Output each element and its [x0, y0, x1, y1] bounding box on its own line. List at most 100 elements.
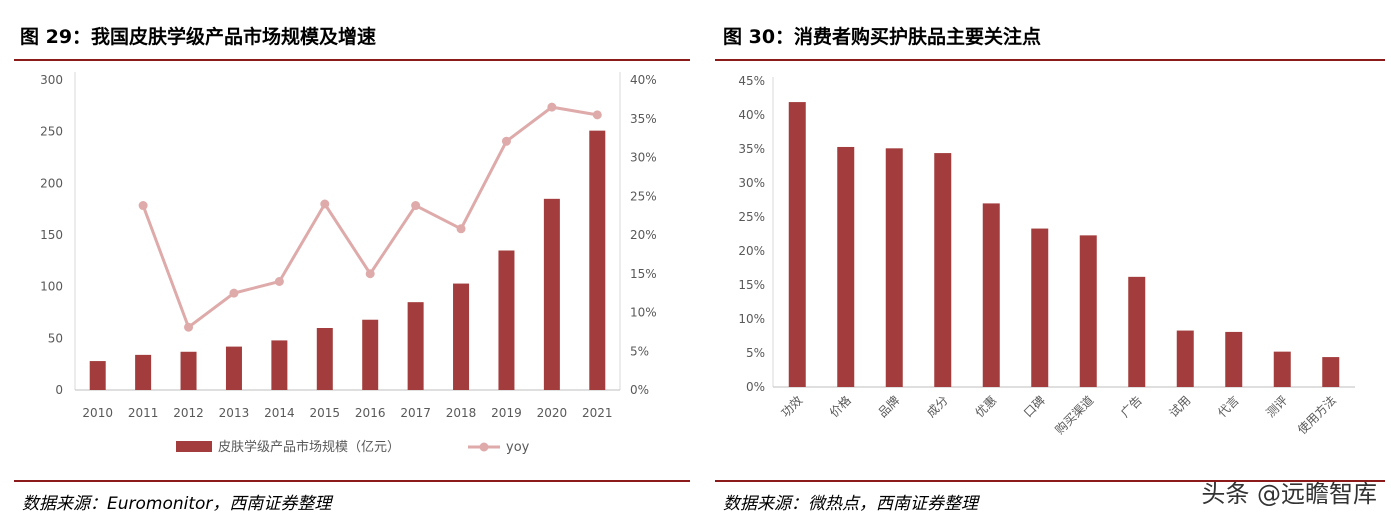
x-tick-label: 代言: [1215, 393, 1242, 420]
y2-tick-label: 0%: [630, 383, 649, 397]
x-tick-label: 2013: [219, 406, 250, 420]
yoy-point: [229, 288, 239, 298]
watermark: 头条 @远瞻智库: [1201, 480, 1377, 508]
x-tick-label: 2017: [400, 406, 431, 420]
y-tick-label: 35%: [738, 142, 765, 156]
y-tick-label: 5%: [746, 346, 765, 360]
x-tick-label: 口碑: [1020, 393, 1048, 421]
bar: [982, 203, 1000, 387]
bar: [89, 361, 106, 390]
x-tick-label: 2012: [173, 406, 204, 420]
bar: [885, 148, 903, 387]
bar: [1225, 331, 1243, 387]
bar: [453, 283, 470, 390]
x-tick-label: 2020: [537, 406, 568, 420]
y2-tick-label: 35%: [630, 112, 657, 126]
bar: [225, 346, 242, 390]
x-tick-label: 2021: [582, 406, 613, 420]
yoy-point: [547, 102, 557, 112]
bar: [934, 153, 952, 387]
bar: [180, 351, 197, 390]
y-tick-label: 30%: [738, 176, 765, 190]
yoy-point: [184, 322, 194, 332]
y2-tick-label: 25%: [630, 189, 657, 203]
bar: [407, 302, 424, 390]
x-tick-label: 成分: [924, 393, 951, 420]
x-tick-label: 2011: [128, 406, 159, 420]
bar: [271, 340, 288, 390]
bar: [589, 130, 606, 390]
legend-bar-label: 皮肤学级产品市场规模（亿元）: [218, 439, 400, 455]
bar: [837, 146, 855, 387]
figure-29-source: 数据来源：Euromonitor，西南证券整理: [22, 494, 332, 514]
y-tick-label: 50: [48, 331, 63, 345]
yoy-point: [411, 201, 421, 211]
y-tick-label: 45%: [738, 74, 765, 88]
yoy-point: [320, 199, 330, 209]
x-tick-label: 测评: [1263, 393, 1290, 420]
y2-tick-label: 40%: [630, 73, 657, 87]
y-tick-label: 300: [40, 73, 63, 87]
x-tick-label: 价格: [826, 393, 854, 421]
y-tick-label: 15%: [738, 278, 765, 292]
y-tick-label: 100: [40, 280, 63, 294]
x-tick-label: 2014: [264, 406, 295, 420]
bar: [788, 102, 806, 387]
y2-tick-label: 15%: [630, 267, 657, 281]
bottom-rule: [14, 480, 690, 482]
y-tick-label: 25%: [738, 210, 765, 224]
legend-bar-swatch: [176, 441, 212, 452]
y2-tick-label: 20%: [630, 228, 657, 242]
top-rule: [14, 59, 690, 61]
y-tick-label: 250: [40, 125, 63, 139]
legend-line-marker: [479, 442, 489, 452]
yoy-point: [365, 269, 375, 279]
x-tick-label: 2010: [82, 406, 113, 420]
x-tick-label: 2019: [491, 406, 522, 420]
yoy-point: [592, 110, 602, 120]
x-tick-label: 2018: [446, 406, 477, 420]
x-tick-label: 功效: [778, 393, 806, 421]
yoy-point: [501, 136, 511, 146]
y-tick-label: 150: [40, 228, 63, 242]
y-tick-label: 0%: [746, 380, 765, 394]
bar: [498, 250, 515, 390]
y-tick-label: 200: [40, 176, 63, 190]
legend-line-label: yoy: [506, 440, 530, 455]
bar: [1128, 276, 1146, 387]
x-tick-label: 广告: [1118, 393, 1145, 420]
bar: [362, 319, 379, 390]
y-tick-label: 10%: [738, 312, 765, 326]
bar: [1273, 351, 1291, 387]
bar: [1176, 330, 1194, 387]
x-tick-label: 品牌: [875, 393, 902, 420]
x-tick-label: 优惠: [972, 393, 999, 420]
bar: [1322, 357, 1340, 387]
yoy-point: [274, 277, 284, 286]
bar: [1079, 235, 1097, 387]
figure-29-title: 图 29：我国皮肤学级产品市场规模及增速: [20, 26, 377, 48]
right-figure-panel: 图 30：消费者购买护肤品主要关注点 0% 5% 10% 15% 20% 25% 30% 35…: [715, 0, 1385, 522]
x-tick-label: 购买渠道: [1052, 393, 1097, 438]
yoy-point: [456, 224, 466, 234]
x-tick-label: 试用: [1166, 393, 1194, 421]
left-figure-panel: 图 29：我国皮肤学级产品市场规模及增速 0 50 100 150 200 250 300 0…: [0, 0, 690, 522]
y-tick-label: 0: [55, 383, 63, 397]
y-tick-label: 40%: [738, 108, 765, 122]
yoy-point: [138, 201, 148, 211]
y-tick-label: 20%: [738, 244, 765, 258]
market-size-chart: 0 50 100 150 200 250 300 0% 5% 10% 15% 20% 25% 30% 35%…: [40, 72, 657, 455]
bottom-rule: [715, 480, 1385, 482]
x-tick-label: 使用方法: [1294, 393, 1339, 438]
y2-tick-label: 10%: [630, 306, 657, 320]
top-rule: [715, 59, 1385, 61]
bar: [543, 198, 560, 390]
yoy-line: [141, 105, 598, 329]
y2-tick-label: 5%: [630, 344, 649, 358]
bar: [135, 354, 152, 390]
bar: [316, 328, 333, 390]
figure-30-source: 数据来源：微热点，西南证券整理: [723, 494, 978, 514]
bar: [1031, 228, 1049, 387]
consumer-concerns-chart: 0% 5% 10% 15% 20% 25% 30% 35% 40% 45% 功效 价格 品牌 成分 优惠 口碑…: [738, 74, 1355, 438]
x-tick-label: 2015: [310, 406, 341, 420]
